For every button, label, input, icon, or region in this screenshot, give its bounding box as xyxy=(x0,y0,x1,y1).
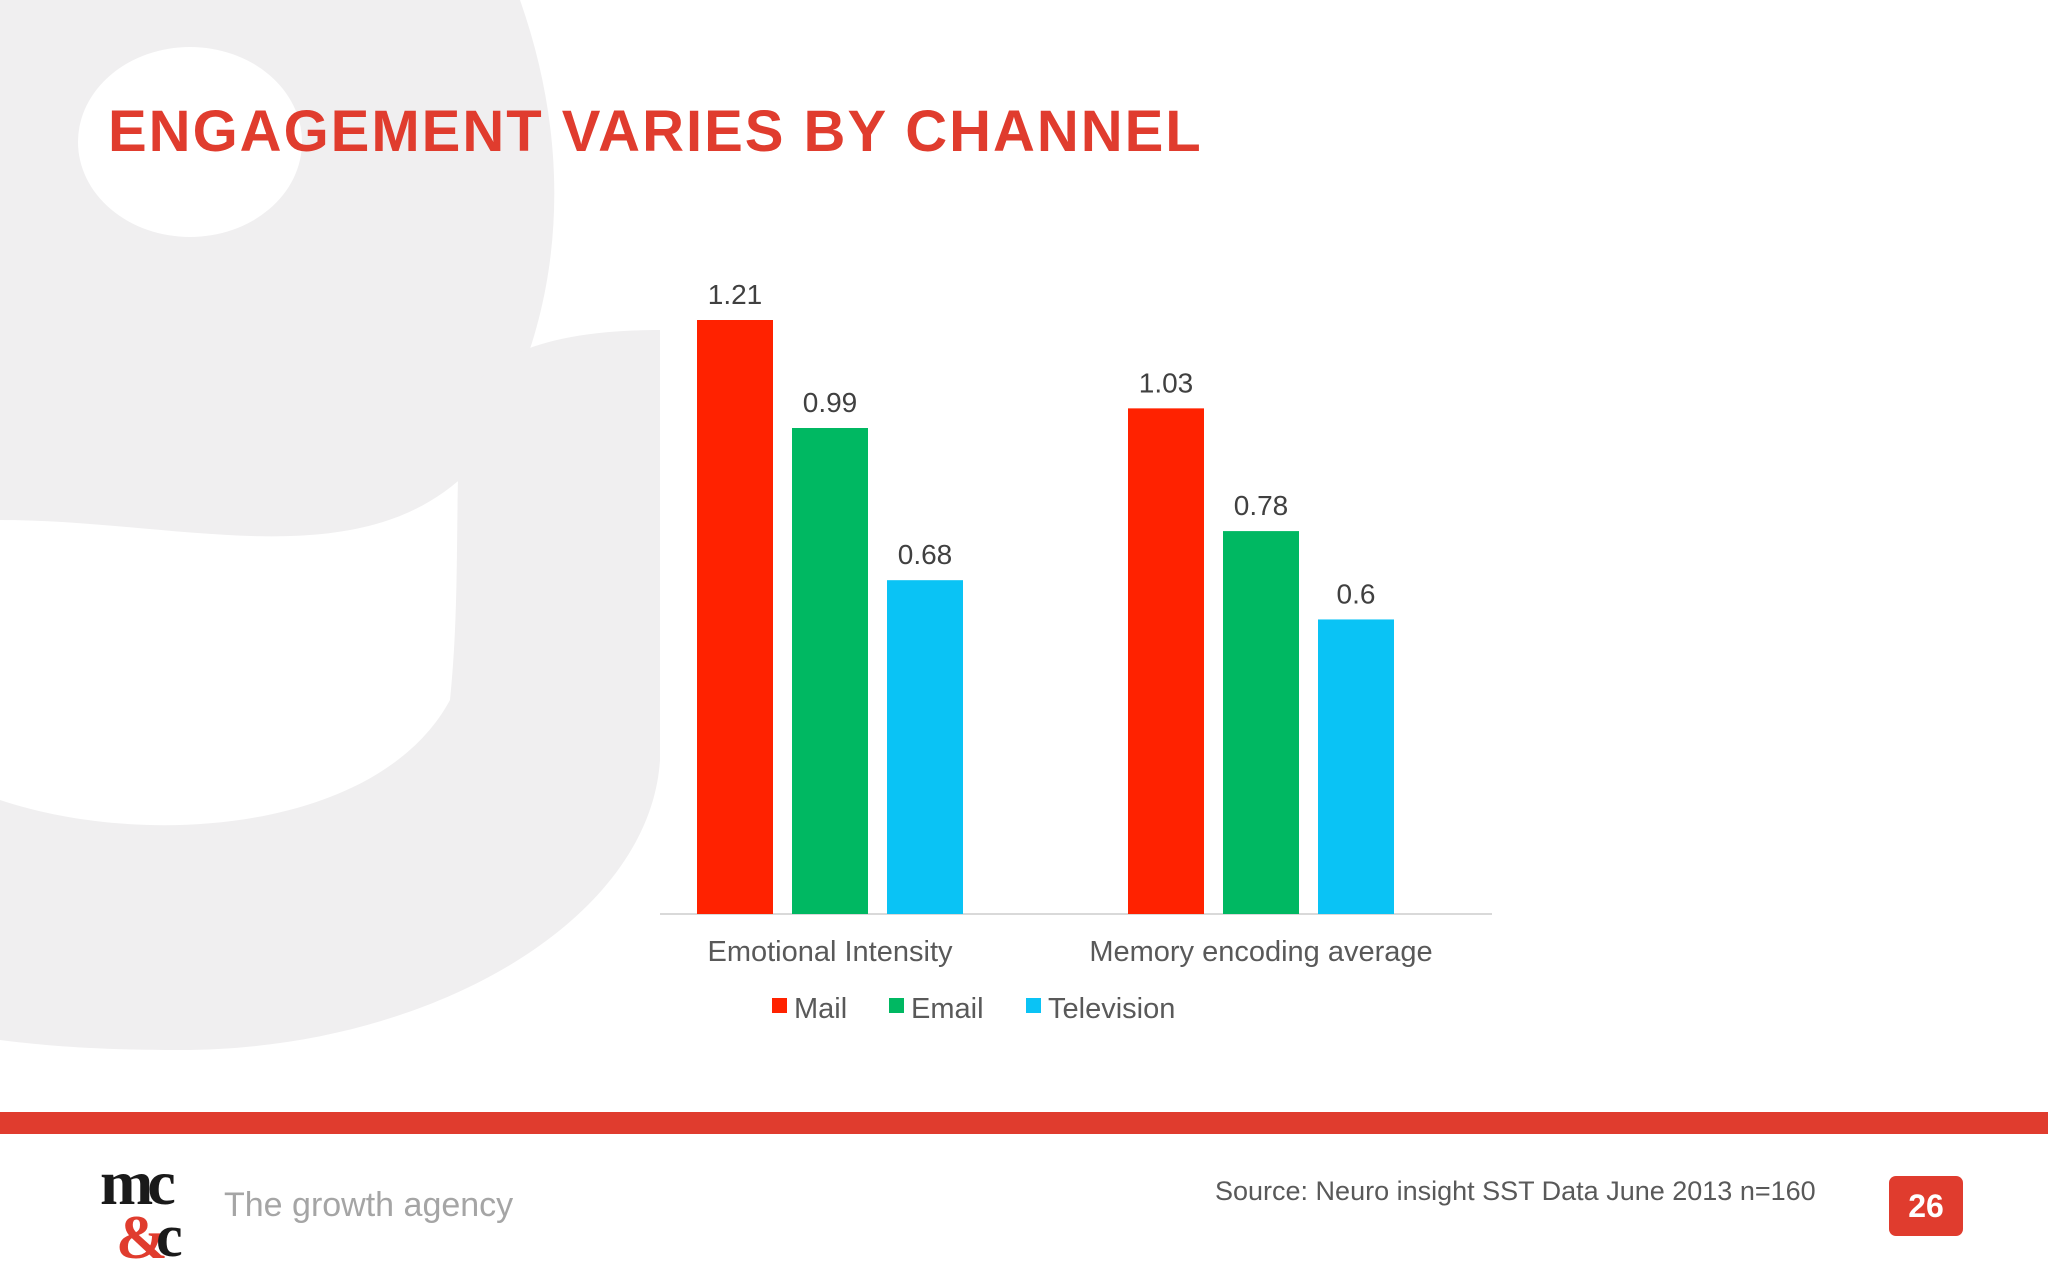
company-logo: mc & c xyxy=(100,1158,183,1260)
background-watermark-icon xyxy=(0,0,660,1050)
data-label-mail-1: 1.21 xyxy=(708,279,763,310)
svg-text:c: c xyxy=(156,1203,183,1260)
page-number-badge: 26 xyxy=(1889,1176,1963,1236)
bar-mail-1 xyxy=(697,320,773,914)
legend-label-email: Email xyxy=(911,993,984,1025)
legend-swatch-television xyxy=(1026,998,1041,1013)
bar-email-1 xyxy=(792,428,868,914)
data-label-mail-2: 1.03 xyxy=(1139,367,1194,398)
data-label-email-2: 0.78 xyxy=(1234,490,1289,521)
category-label-2: Memory encoding average xyxy=(1089,936,1432,968)
company-tagline: The growth agency xyxy=(224,1186,514,1224)
data-label-television-2: 0.6 xyxy=(1337,578,1376,609)
legend-swatch-email xyxy=(889,998,904,1013)
data-label-email-1: 0.99 xyxy=(803,387,858,418)
data-label-television-1: 0.68 xyxy=(898,539,953,570)
bar-mail-2 xyxy=(1128,408,1204,914)
bar-chart: 1.21 0.99 0.68 Emotional Intensity 1.03 0.78 0… xyxy=(660,279,1492,1025)
bar-television-1 xyxy=(887,580,963,914)
svg-text:&: & xyxy=(116,1204,168,1260)
legend-label-mail: Mail xyxy=(794,993,847,1025)
legend-swatch-mail xyxy=(772,998,787,1013)
category-label-1: Emotional Intensity xyxy=(707,936,953,968)
legend-label-television: Television xyxy=(1048,993,1175,1025)
svg-text:mc: mc xyxy=(100,1158,174,1218)
bar-email-2 xyxy=(1223,531,1299,914)
source-note: Source: Neuro insight SST Data June 2013… xyxy=(1215,1176,1816,1206)
footer-divider xyxy=(0,1112,2048,1134)
bar-television-2 xyxy=(1318,619,1394,914)
slide-title: ENGAGEMENT VARIES BY CHANNEL xyxy=(108,99,1203,164)
